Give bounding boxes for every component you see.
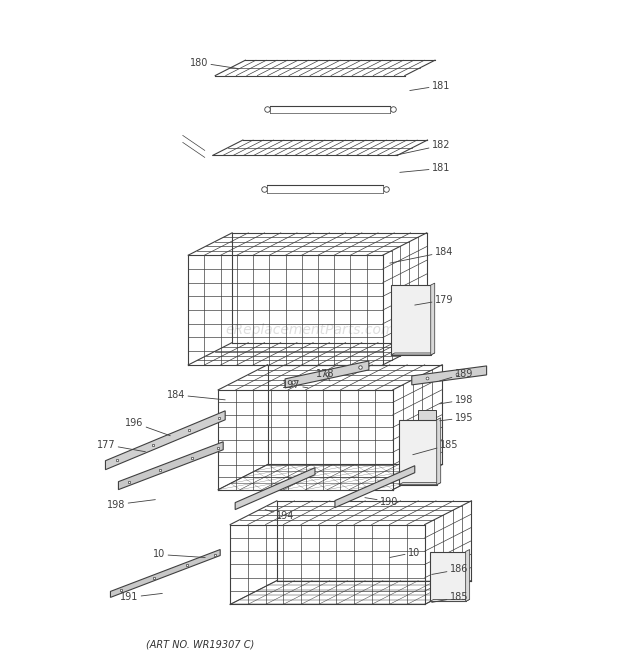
- Text: 191: 191: [120, 592, 162, 602]
- Polygon shape: [391, 353, 435, 355]
- Polygon shape: [399, 483, 441, 485]
- Polygon shape: [431, 283, 435, 355]
- Text: 195: 195: [440, 413, 473, 423]
- Polygon shape: [118, 442, 223, 490]
- Text: 190: 190: [365, 496, 398, 506]
- Bar: [418, 430, 436, 442]
- Polygon shape: [391, 285, 431, 355]
- Text: 184: 184: [167, 390, 225, 400]
- Text: 177: 177: [97, 440, 145, 451]
- Text: 184: 184: [390, 247, 453, 263]
- Text: 181: 181: [400, 163, 450, 173]
- Text: 179: 179: [415, 295, 453, 305]
- Polygon shape: [399, 420, 436, 485]
- Polygon shape: [430, 600, 469, 602]
- Polygon shape: [335, 466, 415, 508]
- Text: 180: 180: [190, 58, 238, 69]
- Text: 185: 185: [432, 592, 468, 602]
- Text: 198: 198: [107, 500, 156, 510]
- Polygon shape: [412, 366, 487, 385]
- Text: eReplacementParts.com: eReplacementParts.com: [225, 323, 395, 337]
- Bar: [418, 410, 436, 424]
- Polygon shape: [235, 468, 315, 510]
- Text: 181: 181: [410, 81, 450, 91]
- Text: 10: 10: [390, 547, 420, 557]
- Text: 198: 198: [440, 395, 473, 405]
- Polygon shape: [466, 549, 469, 602]
- Text: 185: 185: [413, 440, 458, 455]
- Polygon shape: [110, 549, 220, 598]
- Polygon shape: [105, 411, 225, 470]
- Text: (ART NO. WR19307 C): (ART NO. WR19307 C): [146, 639, 254, 649]
- Text: 194: 194: [265, 510, 294, 521]
- Text: 186: 186: [432, 564, 468, 574]
- Polygon shape: [436, 418, 441, 485]
- Polygon shape: [430, 551, 466, 602]
- Polygon shape: [285, 361, 369, 388]
- Text: 10: 10: [153, 549, 205, 559]
- Text: 178: 178: [316, 369, 335, 381]
- Text: 197: 197: [281, 380, 308, 390]
- Text: 196: 196: [125, 418, 170, 436]
- Text: 182: 182: [395, 140, 450, 155]
- Text: 189: 189: [440, 369, 473, 381]
